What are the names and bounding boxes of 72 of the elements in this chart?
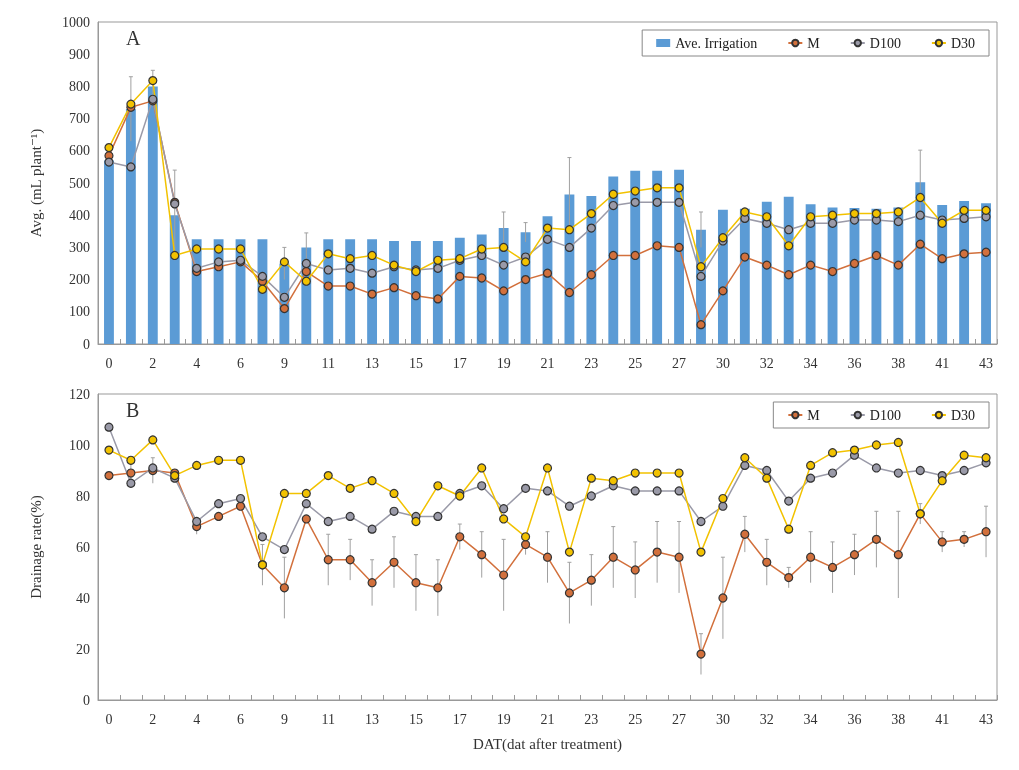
x-tick-label: 9 — [280, 355, 288, 371]
y-tick-label: 800 — [69, 78, 90, 94]
x-tick-label: 27 — [672, 355, 687, 371]
x-tick-label: 38 — [891, 355, 906, 371]
x-tick-label: 9 — [280, 711, 288, 727]
y-tick-label: 300 — [69, 239, 90, 255]
x-tick-label: 30 — [715, 711, 730, 727]
x-tick-label: 32 — [759, 711, 774, 727]
annotation: B — [126, 399, 140, 421]
x-tick-label: 21 — [540, 711, 555, 727]
x-axis-title: DAT(dat after treatment) — [472, 735, 623, 753]
x-tick-label: 25 — [628, 711, 643, 727]
x-tick-label: 36 — [847, 711, 862, 727]
x-tick-label: 15 — [408, 355, 423, 371]
legend-label: D30 — [950, 407, 976, 423]
x-tick-label: 30 — [715, 355, 730, 371]
x-tick-label: 2 — [149, 355, 157, 371]
y-tick-label: 400 — [69, 207, 90, 223]
y-tick-label: 0 — [83, 336, 90, 352]
y-tick-label: 20 — [76, 641, 90, 657]
x-tick-label: 21 — [540, 355, 555, 371]
x-tick-label: 6 — [237, 711, 245, 727]
legend-label: M — [807, 35, 821, 51]
y-tick-label: 900 — [69, 46, 90, 62]
legend-label: D30 — [950, 35, 976, 51]
y-tick-label: 40 — [76, 590, 90, 606]
legend-label: D100 — [869, 407, 901, 423]
x-tick-label: 15 — [408, 711, 423, 727]
x-tick-label: 11 — [321, 355, 335, 371]
x-tick-label: 25 — [628, 355, 643, 371]
x-tick-label: 6 — [237, 355, 245, 371]
x-tick-label: 19 — [496, 711, 511, 727]
x-tick-label: 17 — [452, 355, 467, 371]
x-tick-label: 17 — [452, 711, 467, 727]
x-tick-label: 0 — [105, 355, 113, 371]
x-tick-label: 13 — [365, 355, 380, 371]
x-tick-label: 41 — [935, 711, 950, 727]
y-tick-label: 200 — [69, 272, 90, 288]
x-tick-label: 36 — [847, 355, 862, 371]
y-axis-title: Avg. (mL plant⁻¹) — [27, 128, 45, 238]
y-tick-label: 60 — [76, 539, 90, 555]
x-tick-label: 0 — [105, 711, 113, 727]
x-tick-label: 23 — [584, 711, 599, 727]
y-tick-label: 80 — [76, 488, 90, 504]
y-tick-label: 600 — [69, 143, 90, 159]
x-tick-label: 4 — [193, 355, 201, 371]
y-tick-label: 700 — [69, 111, 90, 127]
y-tick-label: 100 — [69, 437, 90, 453]
y-tick-label: 120 — [69, 386, 90, 402]
y-tick-label: 0 — [83, 692, 90, 708]
annotation: A — [126, 27, 141, 49]
y-tick-label: 100 — [69, 304, 90, 320]
x-tick-label: 34 — [803, 355, 818, 371]
x-tick-label: 38 — [891, 711, 906, 727]
x-tick-label: 2 — [149, 711, 157, 727]
y-tick-label: 1000 — [62, 14, 90, 30]
x-tick-label: 11 — [321, 711, 335, 727]
legend-label: M — [807, 407, 821, 423]
x-tick-label: 23 — [584, 355, 599, 371]
x-tick-label: 27 — [672, 711, 687, 727]
x-tick-label: 43 — [979, 711, 994, 727]
x-tick-label: 13 — [365, 711, 380, 727]
x-tick-label: 19 — [496, 355, 511, 371]
y-axis-title: Drainage rate(%) — [27, 495, 45, 599]
y-tick-label: 500 — [69, 175, 90, 191]
x-tick-label: 43 — [979, 355, 994, 371]
legend-label: D100 — [869, 35, 901, 51]
x-tick-label: 32 — [759, 355, 774, 371]
legend-label: Ave. Irrigation — [675, 35, 758, 51]
x-tick-label: 41 — [935, 355, 950, 371]
x-tick-label: 34 — [803, 711, 818, 727]
x-tick-label: 4 — [193, 711, 201, 727]
